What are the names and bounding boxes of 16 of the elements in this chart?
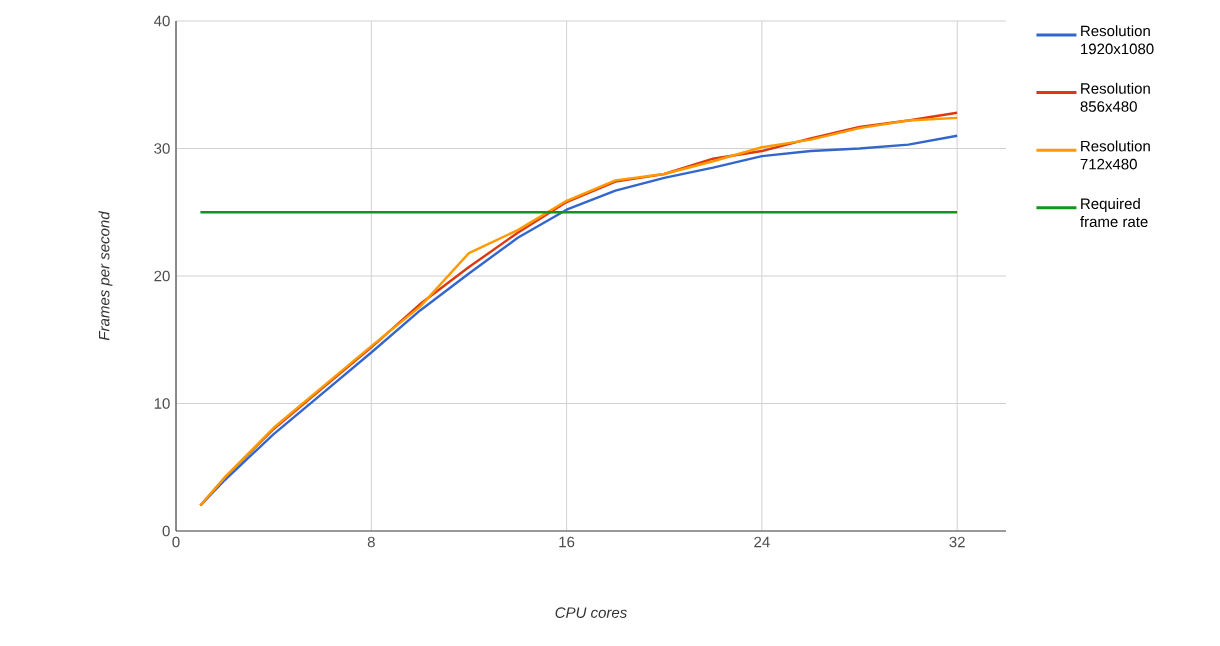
- y-tick-label: 40: [154, 15, 170, 27]
- x-tick-label: 0: [172, 536, 180, 548]
- x-tick-label: 32: [949, 536, 965, 548]
- x-tick-label: 24: [754, 536, 770, 548]
- y-tick-label: 0: [162, 525, 170, 537]
- x-tick-label: 8: [367, 536, 375, 548]
- legend-label: Resolution 1920x1080: [1081, 25, 1154, 55]
- y-tick-label: 20: [154, 270, 170, 282]
- legend-label: Required frame rate: [1080, 198, 1148, 228]
- x-tick-label: 16: [559, 536, 575, 548]
- y-tick-label: 30: [154, 143, 170, 154]
- x-axis-title: CPU cores: [555, 607, 627, 618]
- y-axis-title: Frames per second: [98, 211, 113, 341]
- y-tick-label: 10: [154, 398, 170, 409]
- legend-label: Resolution 856x480: [1080, 82, 1150, 112]
- legend-label: Resolution 712x480: [1080, 140, 1150, 170]
